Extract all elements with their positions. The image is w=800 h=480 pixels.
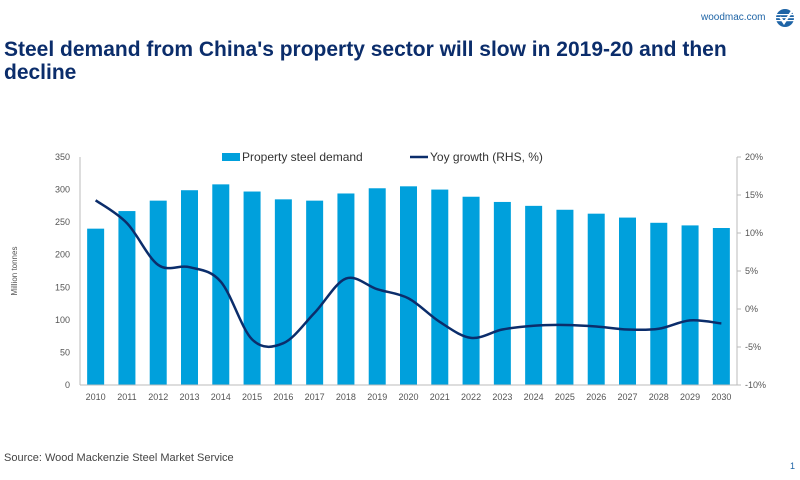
y-tick-label: 350 xyxy=(55,152,70,162)
y-tick-label: 50 xyxy=(60,347,70,357)
source-note: Source: Wood Mackenzie Steel Market Serv… xyxy=(4,452,234,464)
x-tick-label: 2010 xyxy=(86,392,106,402)
bar-2017 xyxy=(306,200,324,385)
bar-2016 xyxy=(274,199,292,385)
bar-2029 xyxy=(681,225,699,385)
bar-2019 xyxy=(368,188,386,385)
y2-tick-label: -10% xyxy=(745,380,766,390)
bar-2020 xyxy=(400,186,417,385)
bar-2025 xyxy=(556,209,574,385)
x-tick-label: 2026 xyxy=(586,392,606,402)
page-title: Steel demand from China's property secto… xyxy=(4,38,727,84)
x-tick-label: 2030 xyxy=(711,392,731,402)
bar-2014 xyxy=(212,184,230,385)
x-tick-label: 2015 xyxy=(242,392,262,402)
y2-tick-label: 5% xyxy=(745,266,758,276)
chart: 0 50 100 150 200 250 300 350 -10% -5% 0% 5% 10% 15% 20… xyxy=(10,150,766,402)
x-tick-label: 2017 xyxy=(305,392,325,402)
woodmac-logo xyxy=(776,9,794,27)
y-axis-label: Million tonnes xyxy=(10,247,19,296)
x-tick-label: 2025 xyxy=(555,392,575,402)
x-tick-label: 2019 xyxy=(367,392,387,402)
x-tick-label: 2014 xyxy=(211,392,231,402)
page-number: 1 xyxy=(790,461,796,471)
bar-2022 xyxy=(462,196,480,385)
bar-2030 xyxy=(712,228,730,385)
x-tick-label: 2016 xyxy=(273,392,293,402)
y-tick-label: 150 xyxy=(55,282,70,292)
bar-2018 xyxy=(337,193,355,385)
bar-2027 xyxy=(619,217,636,385)
x-tick-label: 2027 xyxy=(617,392,637,402)
x-tick-label: 2021 xyxy=(430,392,450,402)
y-tick-label: 200 xyxy=(55,250,70,260)
x-tick-label: 2020 xyxy=(398,392,418,402)
y2-tick-label: 15% xyxy=(745,190,763,200)
growth-line xyxy=(94,199,722,349)
bar-2013 xyxy=(181,190,198,385)
x-tick-label: 2028 xyxy=(649,392,669,402)
legend-bar-label: Property steel demand xyxy=(242,150,363,164)
y-tick-label: 250 xyxy=(55,217,70,227)
y-tick-label: 300 xyxy=(55,185,70,195)
x-tick-label: 2013 xyxy=(179,392,199,402)
bar-2023 xyxy=(493,201,511,385)
bar-2021 xyxy=(431,189,449,385)
bar-2011 xyxy=(118,211,136,385)
x-tick-label: 2022 xyxy=(461,392,481,402)
legend-line-label: Yoy growth (RHS, %) xyxy=(430,150,543,164)
bar-2024 xyxy=(525,205,543,385)
bar-2012 xyxy=(149,200,167,385)
y2-tick-label: 20% xyxy=(745,152,763,162)
y2-tick-label: -5% xyxy=(745,342,761,352)
x-tick-label: 2018 xyxy=(336,392,356,402)
x-tick-label: 2024 xyxy=(524,392,544,402)
bar-2015 xyxy=(243,191,261,385)
website-link[interactable]: woodmac.com xyxy=(701,12,766,23)
x-tick-label: 2012 xyxy=(148,392,168,402)
y-tick-label: 100 xyxy=(55,315,70,325)
x-tick-label: 2029 xyxy=(680,392,700,402)
y2-tick-label: 10% xyxy=(745,228,763,238)
x-tick-label: 2023 xyxy=(492,392,512,402)
bar-2010 xyxy=(87,228,105,385)
legend-bar-swatch xyxy=(222,153,240,161)
x-tick-label: 2011 xyxy=(117,392,136,402)
y-tick-label: 0 xyxy=(65,380,70,390)
bar-2028 xyxy=(650,222,668,385)
bar-2026 xyxy=(587,213,605,385)
y2-tick-label: 0% xyxy=(745,304,758,314)
